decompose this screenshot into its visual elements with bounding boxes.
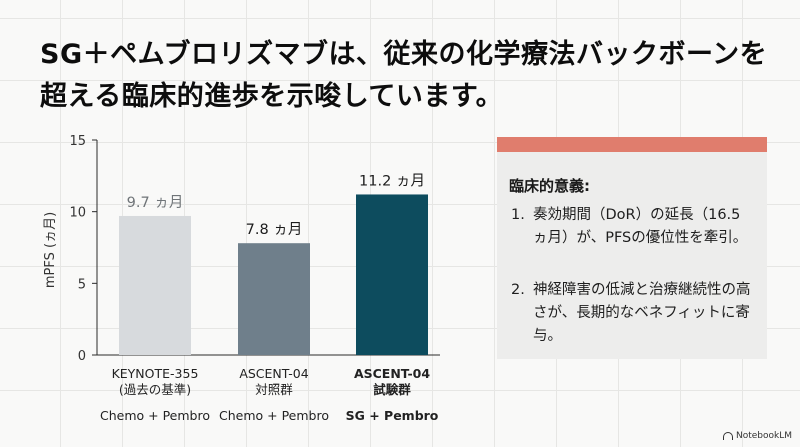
regimen-label: SG + Pembro [346, 408, 439, 423]
y-tick-label: 0 [78, 349, 86, 364]
logo-text: NotebookLM [735, 431, 792, 441]
x-tick-sublabel: 試験群 [373, 382, 411, 397]
bar-value-label: 11.2 ヵ月 [359, 173, 425, 189]
x-tick-label: ASCENT-04 [239, 366, 308, 381]
panel-accent-bar [497, 137, 767, 152]
regimen-label: Chemo + Pembro [100, 408, 210, 423]
slide-title: SG＋ペムブロリズマブは、従来の化学療法バックボーンを超える臨床的進歩を示唆して… [40, 39, 768, 112]
y-tick-label: 10 [69, 206, 86, 221]
y-tick-label: 15 [69, 134, 86, 149]
bar [119, 215, 191, 355]
regimen-label: Chemo + Pembro [219, 408, 329, 423]
panel-item-1: 1. 奏効期間（DoR）の延長（16.5ヵ月）が、PFSの優位性を牽引。 [511, 204, 753, 250]
x-tick-sublabel: (過去の基準) [119, 382, 191, 397]
x-tick-sublabel: 対照群 [255, 382, 293, 397]
panel-item-number: 1. [511, 207, 525, 223]
bar-value-label: 9.7 ヵ月 [127, 195, 184, 211]
y-tick-label: 5 [78, 277, 86, 292]
clinical-significance-panel: 臨床的意義: 1. 奏効期間（DoR）の延長（16.5ヵ月）が、PFSの優位性を… [497, 137, 767, 359]
bar [238, 243, 310, 355]
x-tick-label: ASCENT-04 [354, 366, 430, 381]
x-tick-label: KEYNOTE-355 [112, 366, 199, 381]
panel-item-2: 2. 神経障害の低減と治療継続性の高さが、長期的なベネフィットに寄与。 [511, 279, 753, 348]
panel-item-text: 神経障害の低減と治療継続性の高さが、長期的なベネフィットに寄与。 [533, 282, 751, 344]
y-axis-label: mPFS (ヵ月) [43, 212, 58, 288]
panel-item-number: 2. [511, 282, 525, 298]
notebooklm-logo-icon [722, 432, 733, 440]
panel-heading: 臨床的意義: [509, 177, 590, 195]
notebooklm-logo: NotebookLM [722, 431, 792, 441]
bar [356, 194, 428, 355]
panel-item-text: 奏効期間（DoR）の延長（16.5ヵ月）が、PFSの優位性を牽引。 [533, 207, 748, 246]
bar-value-label: 7.8 ヵ月 [246, 222, 303, 238]
